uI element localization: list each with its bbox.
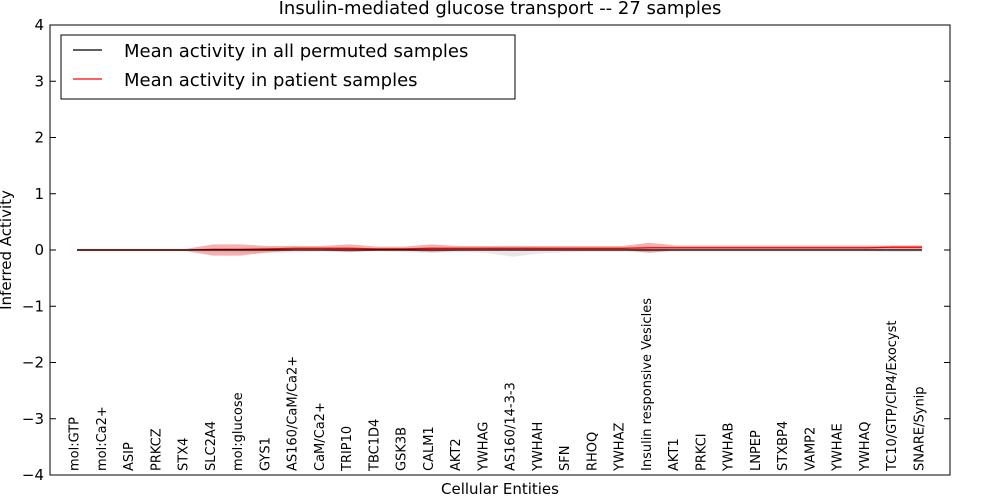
x-tick-label: TC10/GTP/CIP4/Exocyst bbox=[885, 320, 900, 472]
y-tick-label: 4 bbox=[34, 16, 44, 34]
y-tick-label: 2 bbox=[34, 129, 44, 147]
x-tick-label: CaM/Ca2+ bbox=[313, 402, 328, 471]
legend-label-permuted: Mean activity in all permuted samples bbox=[124, 41, 468, 62]
band-patient bbox=[77, 242, 922, 256]
x-tick-label: YWHAH bbox=[531, 422, 546, 472]
y-axis: 4 3 2 1 0 −1 −2 −3 −4 bbox=[22, 16, 950, 484]
x-axis-category-labels: mol:GTP mol:Ca2+ ASIP PRKCZ STX4 SLC2A4 mol:gl… bbox=[68, 298, 928, 472]
x-axis-title: Cellular Entities bbox=[441, 480, 559, 498]
x-tick-label: mol:glucose bbox=[231, 392, 246, 471]
x-tick-label: AS160/14-3-3 bbox=[504, 382, 519, 471]
x-tick-label: YWHAB bbox=[722, 423, 737, 472]
y-tick-label: −3 bbox=[22, 410, 44, 428]
y-tick-label: 0 bbox=[34, 241, 44, 259]
x-tick-label: AKT2 bbox=[449, 438, 464, 471]
y-tick-label: 1 bbox=[34, 185, 44, 203]
confidence-bands bbox=[77, 242, 922, 257]
x-tick-label: SFN bbox=[558, 446, 573, 471]
x-tick-label: TBC1D4 bbox=[367, 419, 382, 472]
x-tick-label: LNPEP bbox=[749, 430, 764, 471]
y-tick-label: −2 bbox=[22, 354, 44, 372]
x-tick-label: VAMP2 bbox=[804, 427, 819, 471]
x-tick-label: SNARE/Synip bbox=[913, 386, 928, 471]
x-tick-label: PRKCI bbox=[694, 433, 709, 471]
x-tick-label: STX4 bbox=[177, 438, 192, 471]
x-tick-label: YWHAE bbox=[831, 423, 846, 472]
series-lines bbox=[77, 246, 922, 251]
x-tick-label: YWHAQ bbox=[858, 422, 873, 472]
x-tick-label: GYS1 bbox=[258, 437, 273, 471]
x-tick-label: Insulin responsive Vesicles bbox=[640, 298, 655, 471]
y-tick-label: −1 bbox=[22, 297, 44, 315]
y-tick-label: 3 bbox=[34, 72, 44, 90]
legend-box bbox=[60, 34, 516, 100]
x-tick-label: AS160/CaM/Ca2+ bbox=[286, 356, 301, 471]
legend: Mean activity in all permuted samples Me… bbox=[60, 34, 516, 100]
x-tick-label: SLC2A4 bbox=[204, 421, 219, 471]
x-tick-label: YWHAZ bbox=[613, 423, 628, 472]
chart-title: Insulin-mediated glucose transport -- 27… bbox=[279, 0, 722, 19]
legend-label-patient: Mean activity in patient samples bbox=[124, 70, 418, 91]
x-tick-label: AKT1 bbox=[667, 438, 682, 471]
y-tick-label: −4 bbox=[22, 466, 44, 484]
x-tick-label: TRIP10 bbox=[340, 426, 355, 472]
x-tick-label: ASIP bbox=[122, 442, 137, 471]
x-tick-label: CALM1 bbox=[422, 426, 437, 471]
x-tick-label: RHOQ bbox=[585, 432, 600, 471]
x-tick-label: PRKCZ bbox=[149, 428, 164, 471]
y-axis-title: Inferred Activity bbox=[0, 190, 15, 310]
x-tick-label: mol:Ca2+ bbox=[95, 406, 110, 471]
x-tick-label: YWHAG bbox=[476, 422, 491, 472]
x-tick-label: STXBP4 bbox=[776, 421, 791, 471]
x-tick-label: GSK3B bbox=[395, 427, 410, 471]
x-tick-label: mol:GTP bbox=[68, 417, 83, 471]
